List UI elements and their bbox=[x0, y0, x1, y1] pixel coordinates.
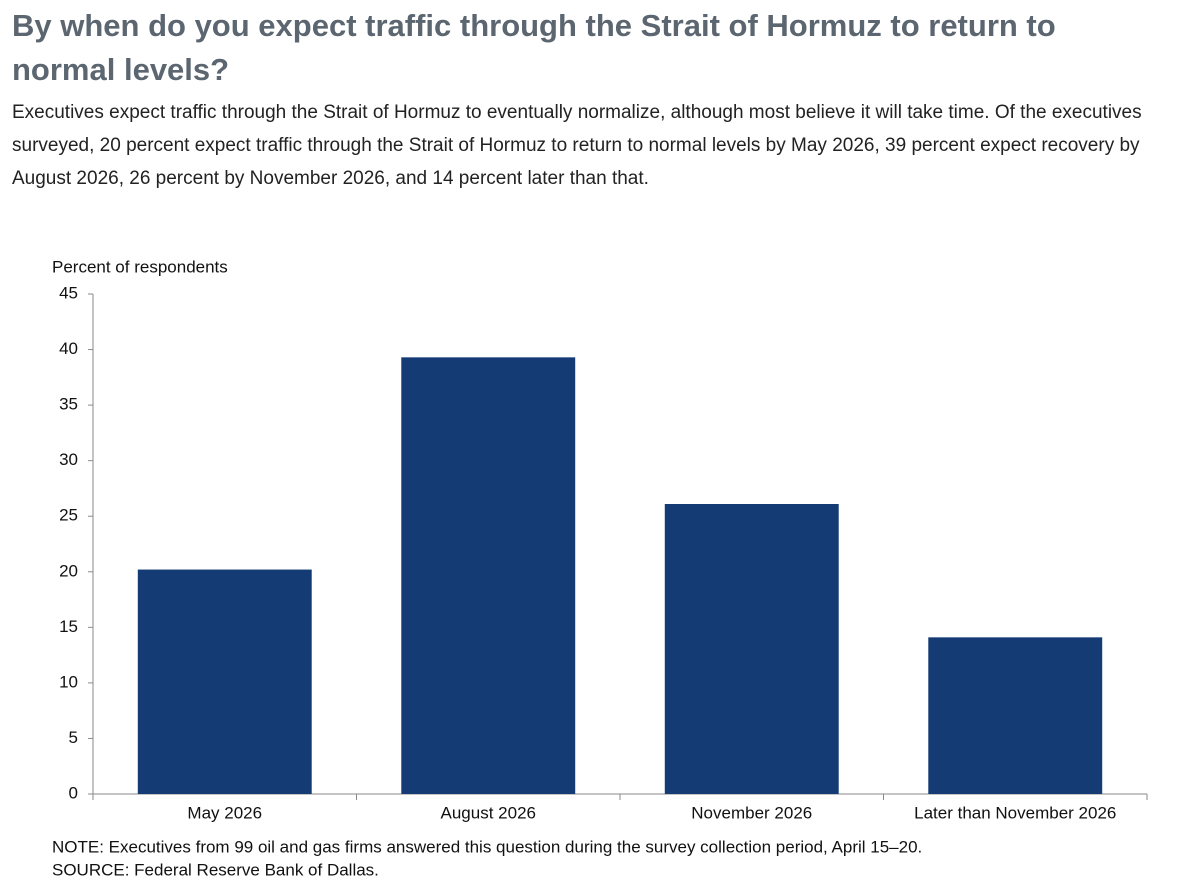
x-tick-label: November 2026 bbox=[691, 803, 812, 822]
y-tick-label: 10 bbox=[59, 672, 78, 691]
bar bbox=[401, 357, 576, 794]
y-tick-label: 35 bbox=[59, 395, 78, 414]
note: NOTE: Executives from 99 oil and gas fir… bbox=[52, 837, 922, 856]
source: SOURCE: Federal Reserve Bank of Dallas. bbox=[52, 860, 379, 879]
y-tick-label: 15 bbox=[59, 617, 78, 636]
bar bbox=[137, 569, 312, 794]
y-tick-label: 40 bbox=[59, 339, 78, 358]
y-tick-label: 0 bbox=[69, 783, 78, 802]
y-tick-label: 5 bbox=[69, 728, 78, 747]
bar bbox=[928, 637, 1103, 794]
y-tick-label: 45 bbox=[59, 283, 78, 302]
x-tick-label: May 2026 bbox=[187, 803, 262, 822]
chart-title: By when do you expect traffic through th… bbox=[12, 8, 1056, 87]
chart-subtitle: Executives expect traffic through the St… bbox=[12, 102, 1142, 189]
y-tick-label: 25 bbox=[59, 506, 78, 525]
y-axis-label: Percent of respondents bbox=[52, 257, 228, 276]
y-tick-label: 20 bbox=[59, 561, 78, 580]
bar bbox=[664, 504, 839, 794]
y-tick-label: 30 bbox=[59, 450, 78, 469]
x-tick-label: Later than November 2026 bbox=[914, 803, 1116, 822]
x-tick-label: August 2026 bbox=[441, 803, 536, 822]
